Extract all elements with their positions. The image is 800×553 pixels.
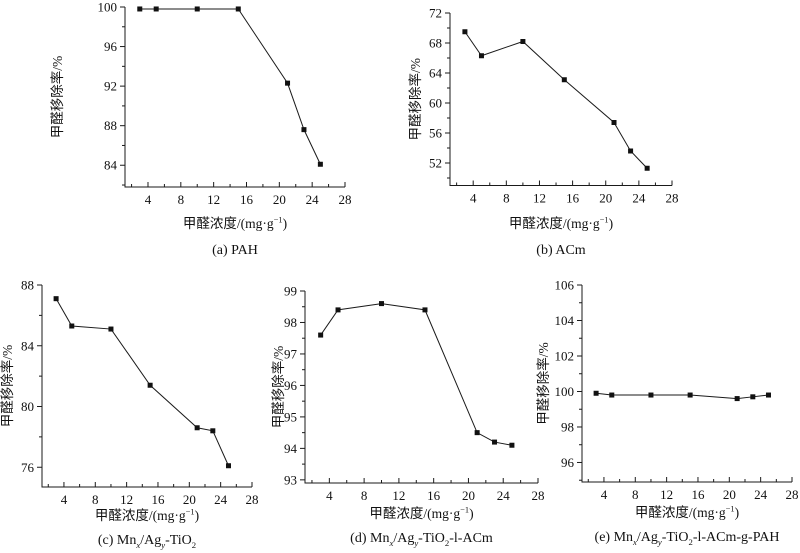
svg-text:28: 28 bbox=[786, 487, 799, 502]
chart-b-plot: 52 56 60 64 68 72 4 8 12 16 20 24 28 甲醛移除率/% bbox=[407, 6, 679, 206]
svg-text:104: 104 bbox=[555, 313, 575, 328]
svg-text:56: 56 bbox=[429, 126, 443, 141]
svg-text:甲醛移除率/%: 甲醛移除率/% bbox=[535, 342, 551, 425]
chart-c-x-axis-label: 甲醛浓度/(mg·g−1) bbox=[94, 507, 200, 523]
svg-text:4: 4 bbox=[145, 192, 152, 207]
svg-text:98: 98 bbox=[284, 315, 297, 330]
svg-text:甲醛移除率/%: 甲醛移除率/% bbox=[49, 56, 65, 139]
svg-text:98: 98 bbox=[561, 419, 574, 434]
svg-text:100: 100 bbox=[98, 0, 118, 15]
svg-text:88: 88 bbox=[104, 118, 117, 133]
svg-text:84: 84 bbox=[21, 338, 35, 353]
chart-a-caption: (a) PAH bbox=[212, 243, 258, 258]
chart-a-x-axis-label: 甲醛浓度/(mg·g−1) bbox=[182, 215, 288, 231]
svg-text:28: 28 bbox=[532, 488, 545, 503]
svg-text:16: 16 bbox=[427, 488, 441, 503]
svg-text:8: 8 bbox=[503, 191, 510, 206]
svg-text:20: 20 bbox=[183, 492, 196, 507]
svg-text:20: 20 bbox=[273, 192, 286, 207]
chart-d-x-axis-label: 甲醛浓度/(mg·g−1) bbox=[369, 505, 474, 521]
svg-text:16: 16 bbox=[691, 487, 705, 502]
svg-text:88: 88 bbox=[21, 278, 34, 293]
svg-text:16: 16 bbox=[566, 191, 580, 206]
svg-text:甲醛移除率/%: 甲醛移除率/% bbox=[270, 346, 286, 429]
svg-text:99: 99 bbox=[284, 284, 297, 299]
svg-text:96: 96 bbox=[561, 455, 575, 470]
svg-text:60: 60 bbox=[429, 96, 442, 111]
svg-text:16: 16 bbox=[240, 192, 254, 207]
svg-text:93: 93 bbox=[284, 472, 297, 487]
chart-e-x-axis-label: 甲醛浓度/(mg·g−1) bbox=[634, 504, 740, 520]
chart-panel-d: 93 94 95 96 97 98 99 4 8 12 16 20 24 28 甲醛移除率/% 甲醛浓度/(… bbox=[270, 270, 550, 553]
svg-text:8: 8 bbox=[92, 492, 99, 507]
chart-panel-e: 96 98 100 102 104 106 4 8 12 16 20 24 28 甲醛移除率/% 甲醛浓度… bbox=[535, 270, 800, 553]
svg-text:20: 20 bbox=[723, 487, 736, 502]
svg-text:94: 94 bbox=[284, 441, 298, 456]
svg-text:84: 84 bbox=[104, 158, 118, 173]
svg-text:12: 12 bbox=[660, 487, 673, 502]
chart-c-caption: (c) Mnx/Agy-TiO2 bbox=[97, 533, 197, 550]
svg-text:100: 100 bbox=[555, 384, 575, 399]
svg-text:16: 16 bbox=[151, 492, 165, 507]
svg-text:95: 95 bbox=[284, 409, 297, 424]
svg-text:76: 76 bbox=[21, 460, 35, 475]
svg-text:97: 97 bbox=[284, 346, 298, 361]
svg-text:8: 8 bbox=[632, 487, 639, 502]
svg-text:96: 96 bbox=[284, 378, 298, 393]
svg-text:甲醛移除率/%: 甲醛移除率/% bbox=[407, 58, 423, 141]
svg-text:20: 20 bbox=[599, 191, 612, 206]
svg-text:12: 12 bbox=[207, 192, 220, 207]
svg-text:96: 96 bbox=[104, 39, 118, 54]
chart-d-plot: 93 94 95 96 97 98 99 4 8 12 16 20 24 28 甲醛移除率/% bbox=[270, 284, 545, 504]
svg-text:12: 12 bbox=[533, 191, 546, 206]
chart-e-caption: (e) Mnx/Agy-TiO2-l-ACm-g-PAH bbox=[594, 530, 780, 547]
svg-text:12: 12 bbox=[120, 492, 133, 507]
svg-text:8: 8 bbox=[178, 192, 185, 207]
chart-b-x-axis-label: 甲醛浓度/(mg·g−1) bbox=[508, 215, 614, 231]
chart-b-caption: (b) ACm bbox=[536, 242, 586, 258]
svg-text:24: 24 bbox=[754, 487, 768, 502]
svg-text:28: 28 bbox=[666, 191, 679, 206]
svg-text:20: 20 bbox=[462, 488, 475, 503]
svg-text:12: 12 bbox=[392, 488, 405, 503]
chart-c-plot: 76 80 84 88 4 8 12 16 20 24 28 甲醛移除率/% bbox=[0, 278, 259, 508]
chart-e-plot: 96 98 100 102 104 106 4 8 12 16 20 24 28 甲醛移除率/% bbox=[535, 278, 799, 503]
svg-text:4: 4 bbox=[601, 487, 608, 502]
chart-d-caption: (d) Mnx/Agy-TiO2-l-ACm bbox=[350, 531, 493, 548]
chart-panel-c: 76 80 84 88 4 8 12 16 20 24 28 甲醛移除率/% 甲醛浓度/(mg·g−1… bbox=[0, 270, 270, 553]
svg-text:92: 92 bbox=[104, 79, 117, 94]
svg-text:72: 72 bbox=[429, 6, 442, 21]
svg-text:64: 64 bbox=[429, 66, 443, 81]
chart-a-plot: 84 88 92 96 100 4 8 12 16 20 24 28 甲醛移除率/% bbox=[49, 0, 352, 207]
svg-text:甲醛移除率/%: 甲醛移除率/% bbox=[0, 345, 15, 428]
svg-text:28: 28 bbox=[339, 192, 352, 207]
svg-text:28: 28 bbox=[246, 492, 259, 507]
svg-text:52: 52 bbox=[429, 156, 442, 171]
svg-text:24: 24 bbox=[497, 488, 511, 503]
svg-text:4: 4 bbox=[61, 492, 68, 507]
svg-text:8: 8 bbox=[361, 488, 368, 503]
svg-text:24: 24 bbox=[306, 192, 320, 207]
svg-text:80: 80 bbox=[21, 399, 34, 414]
svg-text:24: 24 bbox=[632, 191, 646, 206]
svg-text:4: 4 bbox=[470, 191, 477, 206]
chart-panel-b: 52 56 60 64 68 72 4 8 12 16 20 24 28 甲醛移除率/% 甲醛浓度/(mg… bbox=[400, 0, 750, 266]
svg-text:24: 24 bbox=[214, 492, 228, 507]
chart-panel-a: 84 88 92 96 100 4 8 12 16 20 24 28 甲醛移除率/% 甲醛浓度/(mg·… bbox=[40, 0, 360, 266]
svg-text:106: 106 bbox=[555, 278, 575, 293]
svg-text:68: 68 bbox=[429, 36, 442, 51]
svg-text:4: 4 bbox=[326, 488, 333, 503]
svg-text:102: 102 bbox=[555, 348, 575, 363]
